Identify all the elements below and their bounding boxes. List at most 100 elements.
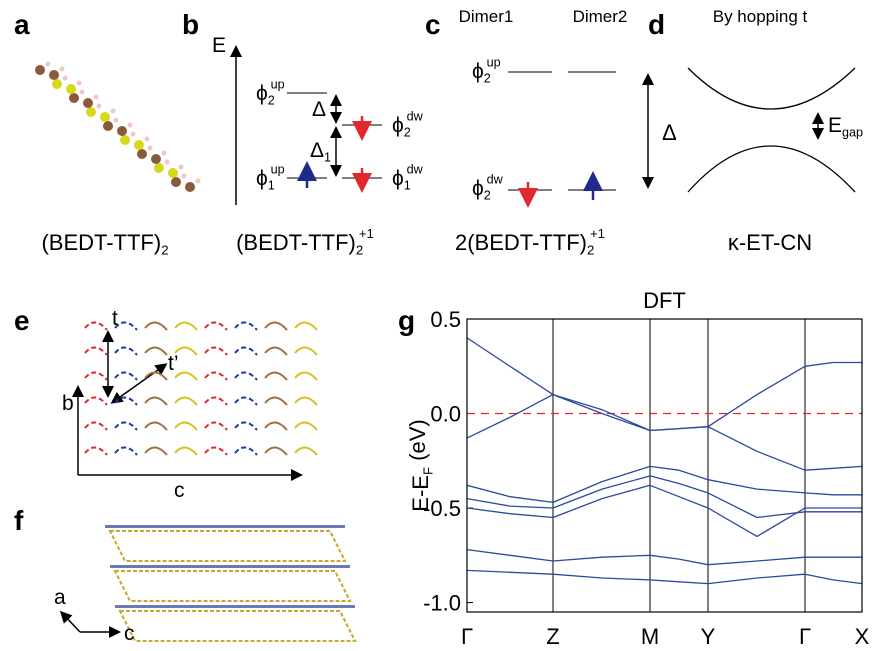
crystal-fragment [295,322,317,330]
crystal-fragment [85,447,107,455]
crystal-fragment [265,322,287,330]
hopping-label: t’ [168,352,179,375]
panel-header: By hopping t [713,7,808,26]
axis-label: a [54,586,66,609]
crystal-fragment [205,372,227,380]
molecule-atom [151,154,161,164]
caption: 2(BEDT-TTF)2+1 [455,226,605,258]
level-label-sup: up [487,56,501,70]
y-tick-label: -0.5 [423,496,461,521]
crystal-fragment [235,422,257,430]
band-line [467,550,862,565]
band-line [467,476,862,518]
level-label-sup: up [271,78,285,92]
plot-frame [467,319,862,612]
gap-label-main: Δ [662,120,677,145]
axis-label: c [124,622,135,645]
level-label-sub: 2 [268,93,275,107]
molecule-atom [35,65,45,75]
crystal-fragment [295,422,317,430]
dimer-header: Dimer2 [573,7,628,26]
figure: a b c d e f g E Dimer1 Dimer2 By hopping… [0,0,875,651]
molecule-atom [103,121,113,131]
molecule-atom [46,62,51,67]
molecule-atom [165,160,170,165]
molecule-atom [179,165,184,170]
crystal-layer [105,525,345,528]
crystal-fragment [85,322,107,330]
gap-label-main: E [828,114,842,137]
molecule-atom [134,140,144,150]
panel-label: b [182,9,199,40]
level-label-main: ϕ [392,167,404,190]
crystal-fragment [145,397,167,405]
level-label-main: ϕ [472,177,484,200]
caption-sub: 2 [587,243,594,258]
molecule-atom [77,81,82,86]
y-axis-label-tail: (eV) [405,419,430,467]
level-label-sup: dw [407,110,424,124]
dimer-header: Dimer1 [459,7,514,26]
molecule-atom [145,137,150,142]
level-label: ϕ2up [256,78,285,108]
crystal-fragment [265,447,287,455]
crystal-fragment [115,322,137,330]
caption-sub: 2 [356,243,363,258]
molecule-atom [148,146,153,151]
molecule-atom [120,135,130,145]
y-tick-label: -1.0 [423,591,461,616]
gap-label-main: Δ [312,98,326,121]
axis-label: b [62,392,74,415]
crystal-layer [110,531,345,561]
caption-main: 2(BEDT-TTF) [455,230,587,255]
y-tick-label: 0.5 [430,307,461,332]
crystal-fragment [115,422,137,430]
crystal-fragment [295,347,317,355]
level-label-sup: up [271,163,285,177]
crystal-fragment [265,422,287,430]
level-label: ϕ2dw [392,110,424,140]
molecule-atom [168,168,178,178]
labels: a b c d e f g E Dimer1 Dimer2 By hopping… [14,7,812,645]
caption: κ-ET-CN [728,230,812,255]
crystal-fragment [145,347,167,355]
crystal-fragment [115,347,137,355]
panel-label: c [425,9,441,40]
molecule-atom [83,98,93,108]
band-line [467,466,862,502]
crystal-fragment [115,372,137,380]
molecule-atom [117,126,127,136]
crystal-fragment [265,397,287,405]
crystal-fragment [205,422,227,430]
level-label-sub: 2 [484,71,491,85]
chart-title: DFT [643,288,686,313]
crystal-fragment [85,397,107,405]
panel-label: f [14,505,24,536]
level-label-sub: 2 [484,188,491,202]
level-label-sup: dw [407,163,424,177]
crystal-fragment [295,447,317,455]
crystal-fragment [235,322,257,330]
gap-label: Δ1 [310,139,331,164]
crystal-fragment [115,447,137,455]
level-label-sub: 1 [268,178,275,192]
gap-label-sub: gap [842,125,863,139]
x-tick-label: M [641,624,659,649]
crystal-fragment [175,322,197,330]
crystal-fragment [175,422,197,430]
crystal-fragment [175,397,197,405]
crystal-layer [115,571,350,601]
molecule-atom [52,79,62,89]
x-tick-label: Z [546,624,559,649]
molecule-atom [182,174,187,179]
molecule-atom [63,76,68,81]
crystal-fragment [85,347,107,355]
crystal-fragment [85,372,107,380]
caption-main: (BEDT-TTF) [236,230,356,255]
crystal-fragment [205,447,227,455]
gap-label: Egap [828,114,863,139]
x-tick-label: Y [701,624,716,649]
molecule-atom [111,109,116,114]
crystal-fragment [145,322,167,330]
crystal-fragment [175,447,197,455]
